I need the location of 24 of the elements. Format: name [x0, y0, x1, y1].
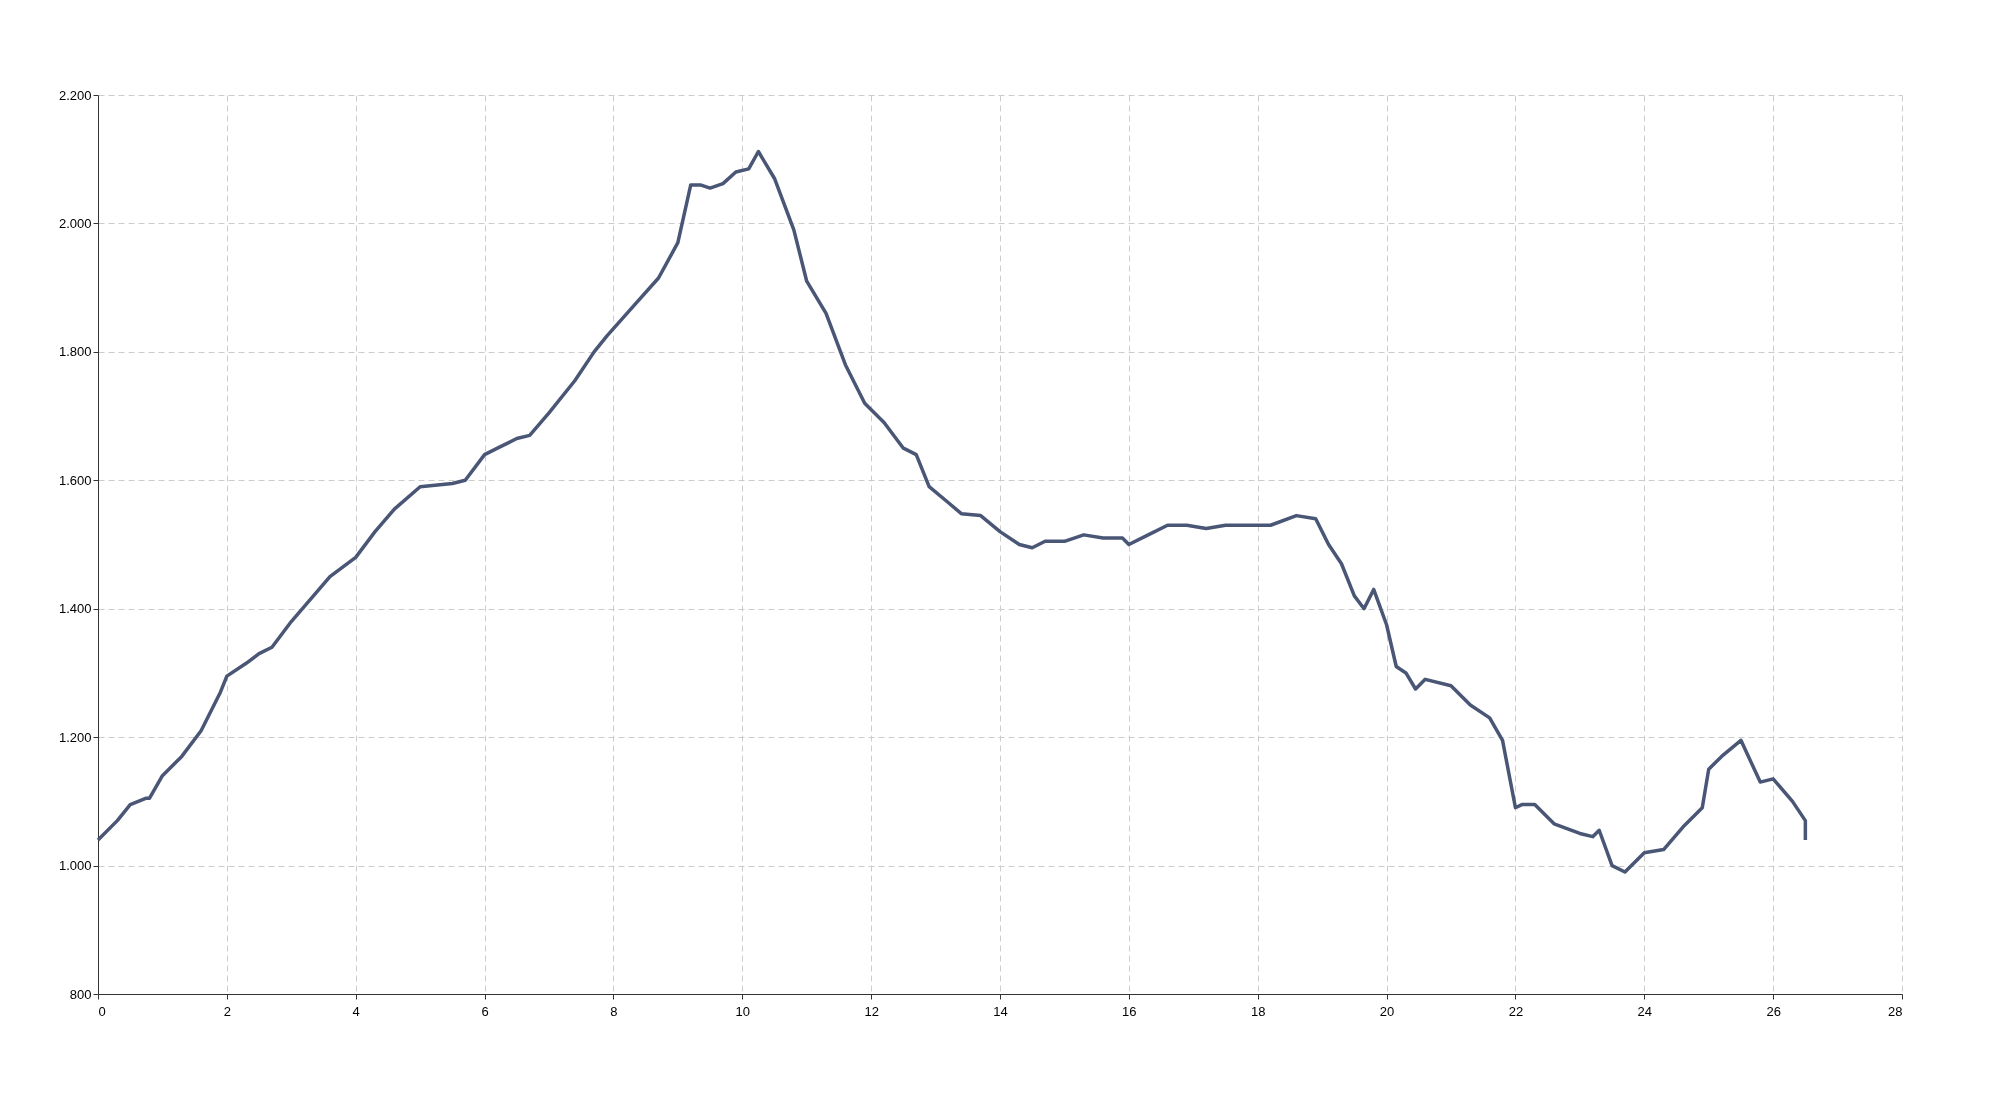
- x-tick-label: 26: [1766, 1003, 1781, 1019]
- x-tick-label: 14: [993, 1003, 1008, 1019]
- x-tick-label: 28: [1888, 1003, 1903, 1019]
- x-tick-label: 4: [352, 1003, 360, 1019]
- x-tick-label: 16: [1122, 1003, 1137, 1019]
- x-tick-label: 20: [1379, 1003, 1395, 1019]
- y-tick-label: 1.000: [58, 858, 92, 874]
- line-series: [96, 149, 1808, 874]
- x-tick-label: 2: [223, 1003, 231, 1019]
- y-tick-label: 2.000: [58, 215, 92, 231]
- y-tick-label: 800: [69, 986, 92, 1002]
- x-tick-label: 6: [481, 1003, 489, 1019]
- x-tick-label: 24: [1637, 1003, 1653, 1019]
- y-tick-label: 2.200: [58, 87, 92, 103]
- y-tick-label: 1.800: [58, 344, 92, 360]
- x-tick-label: 22: [1508, 1003, 1524, 1019]
- x-tick-label: 0: [98, 1003, 106, 1019]
- x-tick-label: 10: [735, 1003, 751, 1019]
- y-tick-label: 1.400: [58, 601, 92, 617]
- y-tick-label: 1.600: [58, 472, 92, 488]
- x-tick-label: 12: [864, 1003, 879, 1019]
- y-tick-label: 1.200: [58, 729, 92, 745]
- x-tick-label: 18: [1250, 1003, 1266, 1019]
- x-tick-label: 8: [610, 1003, 618, 1019]
